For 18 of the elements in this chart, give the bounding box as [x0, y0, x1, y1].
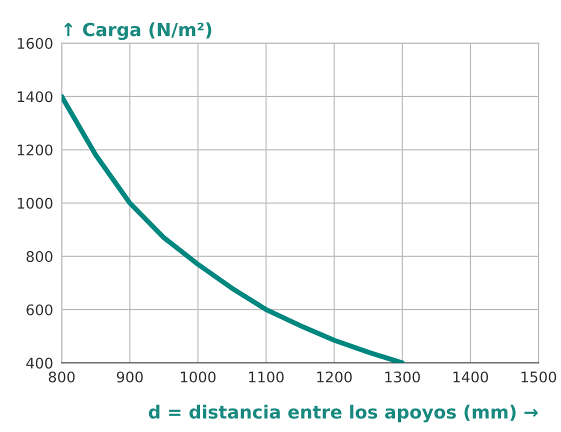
- y-tick-label: 800: [26, 251, 52, 262]
- x-tick-label: 1400: [453, 371, 488, 382]
- y-tick-label: 600: [26, 304, 52, 316]
- x-tick-label: 1300: [385, 371, 420, 382]
- x-tick-label: 1500: [522, 371, 556, 382]
- y-axis-title: ↑ Carga (N/m²): [64, 22, 212, 40]
- y-tick-label: 1000: [18, 198, 52, 209]
- x-tick-label: 1000: [180, 371, 216, 382]
- x-tick-label: 1100: [249, 371, 284, 382]
- y-tick-label: 1200: [18, 144, 52, 156]
- x-axis-title: d = distancia entre los apoyos (mm) →: [148, 404, 538, 422]
- x-tick-label: 800: [48, 371, 75, 382]
- y-tick-label: 1600: [18, 38, 52, 49]
- line-series: [62, 94, 405, 363]
- y-tick-label: 1400: [18, 91, 52, 102]
- x-tick-label: 1200: [317, 371, 352, 382]
- x-tick-label: 900: [116, 371, 143, 382]
- y-tick-label: 400: [26, 358, 52, 369]
